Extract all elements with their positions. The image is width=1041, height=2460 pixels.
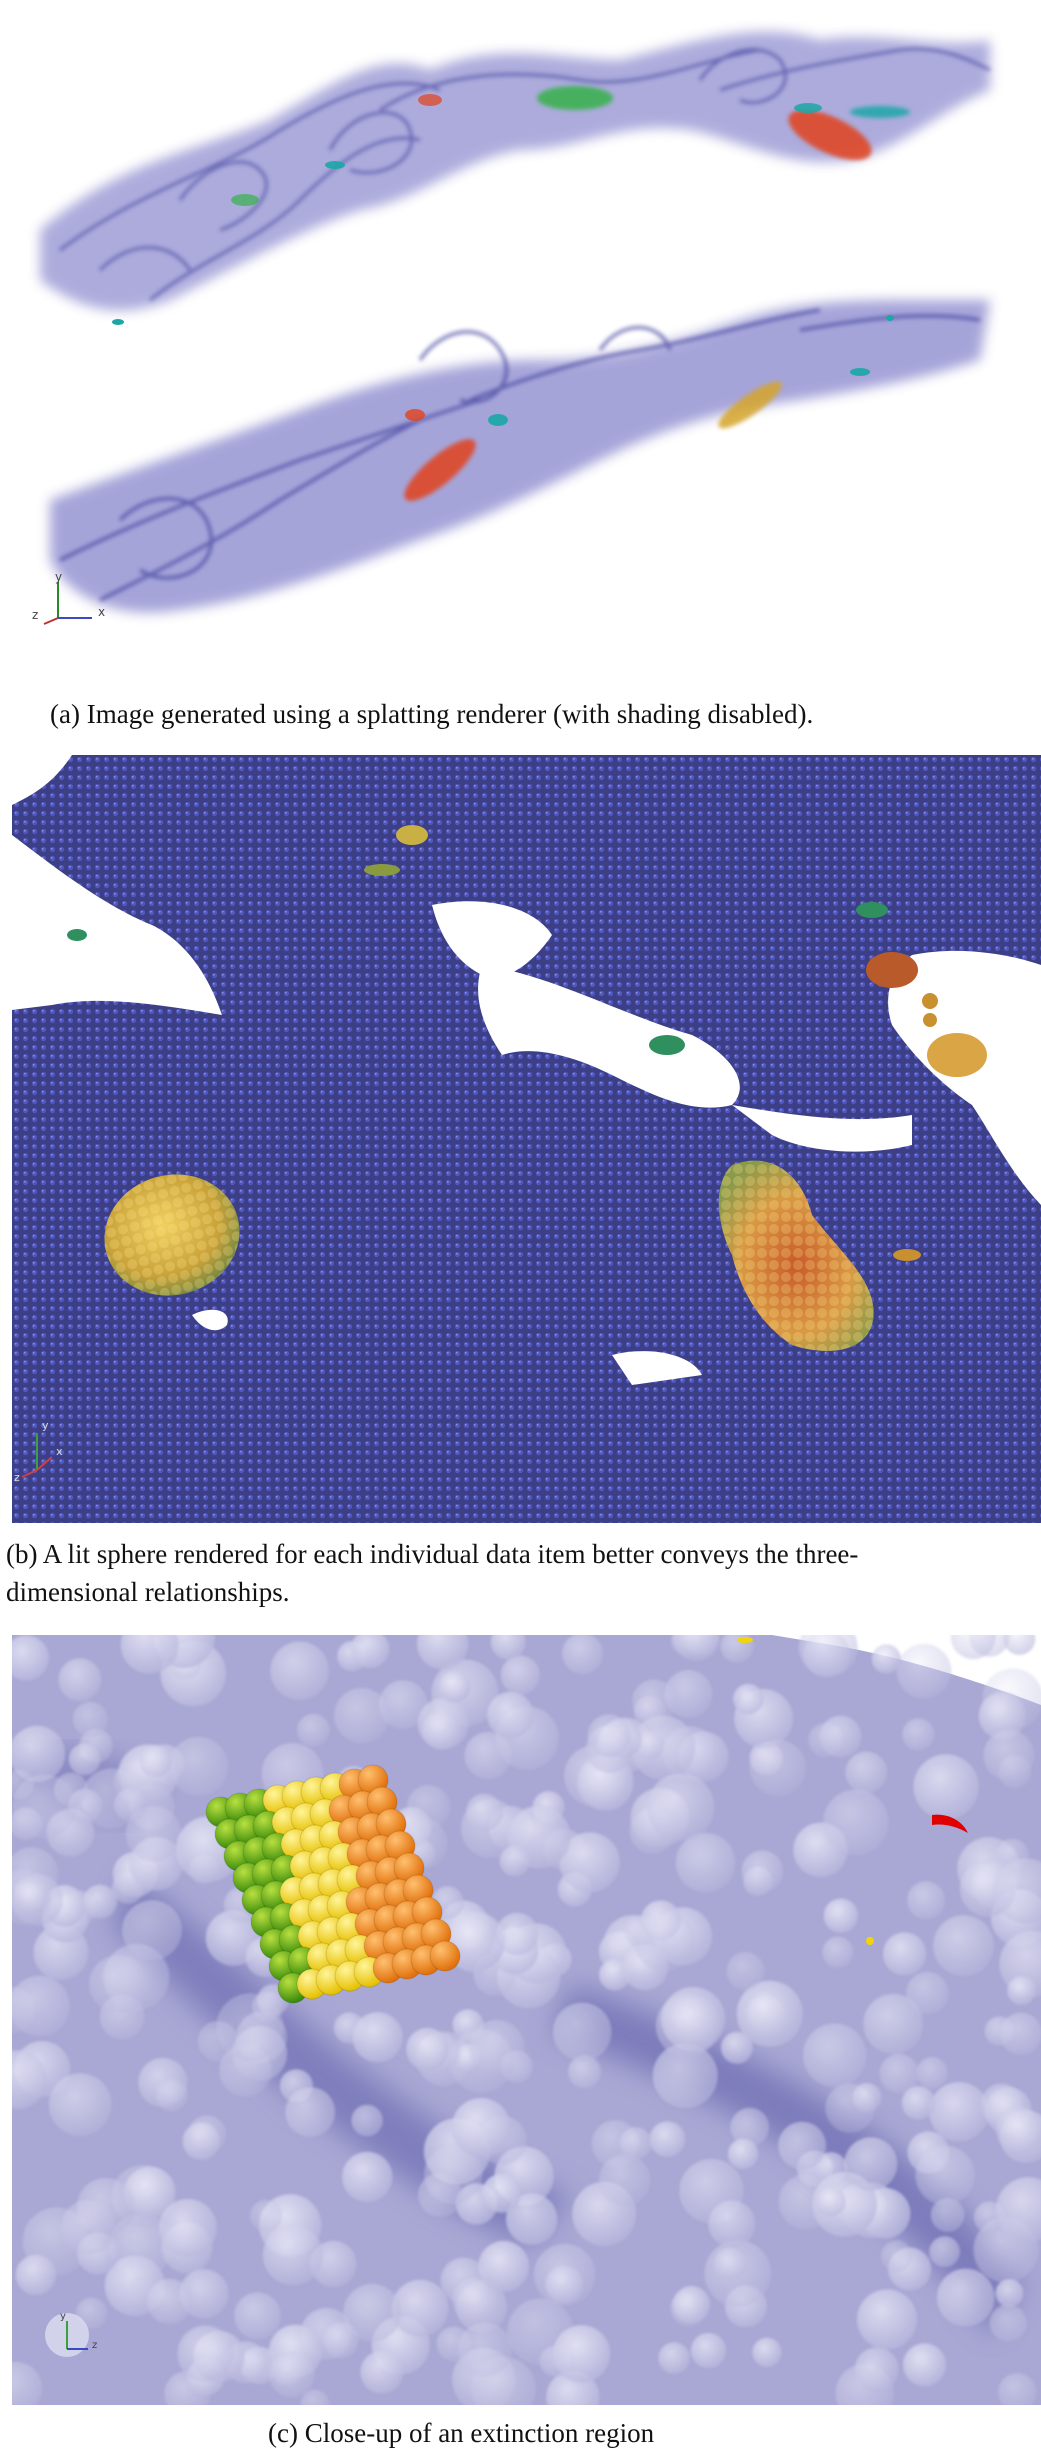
axis-triad-c bbox=[45, 2313, 89, 2357]
bubble-field bbox=[12, 1635, 1041, 2405]
cluster-red-2 bbox=[404, 439, 476, 501]
panel-c-rendering bbox=[12, 1635, 1041, 2405]
caption-b-line2: dimensional relationships. bbox=[6, 1577, 290, 1607]
panel-a-rendering bbox=[0, 0, 1041, 680]
axis-label-z-c: z bbox=[92, 2340, 98, 2351]
panel-b-image: y z x bbox=[12, 755, 1041, 1523]
caption-b-line1: (b) A lit sphere rendered for each indiv… bbox=[6, 1539, 859, 1569]
cluster-green-1 bbox=[537, 86, 613, 110]
axis-triad-b bbox=[21, 1433, 53, 1478]
cluster-yellow-1 bbox=[718, 381, 782, 429]
axis-label-z-a: z bbox=[32, 608, 39, 622]
caption-a: (a) Image generated using a splatting re… bbox=[50, 699, 814, 729]
red-fleck bbox=[932, 1814, 968, 1833]
axis-label-z-b: z bbox=[14, 1471, 20, 1484]
axis-label-y-a: y bbox=[55, 570, 63, 584]
axis-label-y-c: y bbox=[60, 2311, 66, 2322]
panel-c-image: y z bbox=[12, 1635, 1041, 2405]
axis-label-x-a: x bbox=[98, 605, 106, 619]
extinction-cluster bbox=[205, 1764, 461, 2004]
axis-label-y-b: y bbox=[42, 1419, 49, 1432]
cluster-red-1 bbox=[788, 109, 872, 161]
axis-label-x-b: x bbox=[56, 1445, 63, 1458]
axis-triad-a bbox=[43, 582, 92, 625]
panel-a-image: y z x bbox=[0, 0, 1041, 680]
cluster-cyan-1 bbox=[850, 106, 910, 118]
panel-b-rendering bbox=[12, 755, 1041, 1523]
caption-c: (c) Close-up of an extinction region bbox=[268, 2418, 655, 2448]
